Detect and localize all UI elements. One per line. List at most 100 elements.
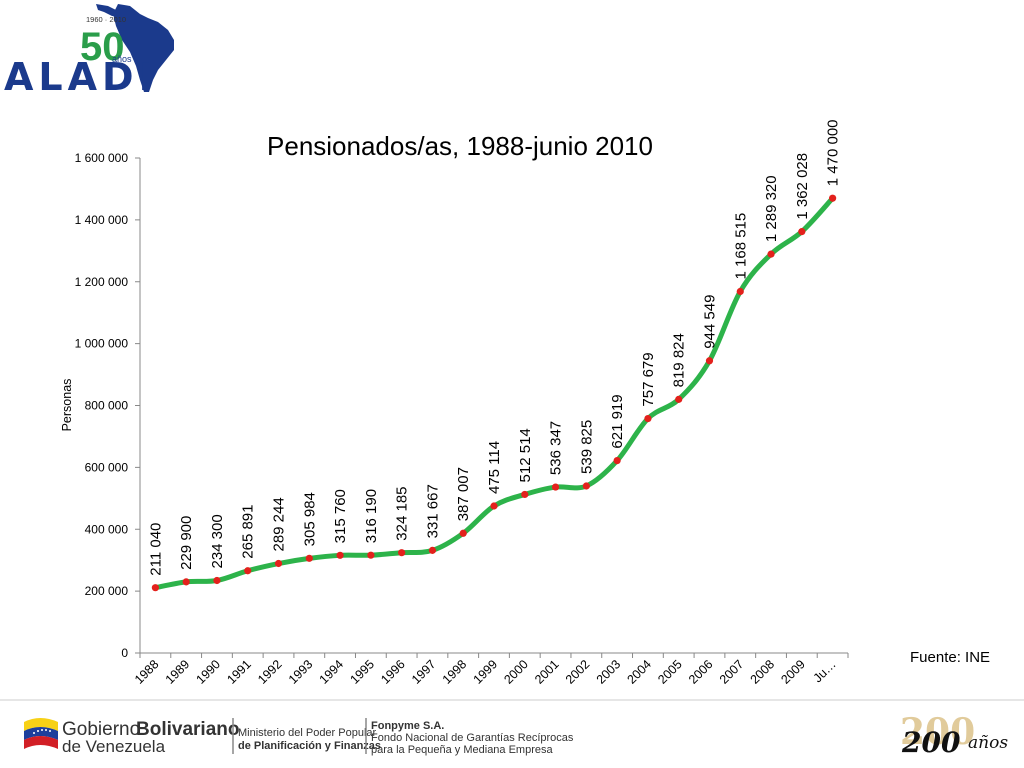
data-label: 315 760 (332, 489, 349, 543)
x-tick-label: 2007 (717, 657, 747, 687)
x-tick-label: 1988 (132, 657, 162, 687)
x-tick-label: 2001 (532, 657, 562, 687)
data-point-marker (613, 456, 621, 465)
x-axis: 1988 1989 1990 1991 1992 1993 1994 1995 1996 1997… (132, 652, 849, 687)
data-label: 757 679 (640, 352, 657, 406)
series-line (152, 195, 836, 591)
data-point-marker (244, 567, 252, 575)
data-label: 1 470 000 (825, 119, 842, 186)
bicentennial-number: 200 (900, 711, 975, 753)
venezuela-flag-icon (24, 718, 58, 749)
chart-title: Pensionados/as, 1988-junio 2010 (267, 131, 653, 161)
data-label: 265 891 (240, 505, 257, 559)
data-label: 316 190 (363, 489, 380, 543)
data-point-marker (490, 502, 498, 510)
y-axis: 0 200 000 400 000 600 000 800 000 1 000 000 1 … (75, 151, 141, 660)
source-note: Fuente: INE (910, 649, 990, 666)
data-label: 1 168 515 (732, 213, 749, 280)
y-tick-label: 1 400 000 (75, 213, 129, 227)
x-tick-label: 1999 (471, 657, 501, 687)
data-label: 536 347 (548, 421, 565, 475)
x-tick-label: 1992 (255, 657, 285, 687)
data-point-marker (182, 578, 190, 586)
data-point-marker (521, 490, 529, 499)
ministry-line2: de Planificación y Finanzas (238, 740, 381, 752)
data-point-marker (675, 395, 683, 403)
data-point-marker (336, 551, 344, 559)
data-point-marker (551, 483, 560, 491)
data-point-marker (459, 529, 467, 537)
fonpyme-line3: para la Pequeña y Mediana Empresa (371, 744, 553, 756)
ministry-line1: Ministerio del Poder Popular (238, 727, 377, 739)
x-tick-label: 2000 (501, 657, 531, 687)
data-label: 305 984 (301, 492, 318, 546)
central-america-map-icon (96, 4, 118, 16)
x-tick-label: 2005 (655, 657, 685, 687)
data-point-marker (274, 559, 283, 568)
y-tick-label: 800 000 (85, 399, 129, 413)
latin-america-map-icon (113, 4, 174, 92)
data-point-marker (213, 576, 221, 585)
fonpyme-line1: Fonpyme S.A. (371, 720, 444, 732)
data-label: 289 244 (271, 497, 288, 551)
y-tick-label: 600 000 (85, 460, 129, 474)
x-tick-label: 2008 (748, 657, 778, 687)
data-point-marker (367, 551, 375, 559)
data-point-marker (398, 549, 406, 557)
data-point-marker (767, 250, 775, 258)
x-tick-label: Ju… (811, 657, 839, 685)
ministry-text: Ministerio del Poder Popular de Planific… (238, 727, 381, 752)
data-point-marker (829, 194, 837, 202)
x-tick-label: 1993 (286, 657, 316, 687)
bicentennial-word: años (968, 733, 1008, 753)
x-tick-label: 2004 (624, 657, 654, 687)
y-tick-label: 1 200 000 (75, 275, 129, 289)
bicentennial-script: 200 (901, 726, 961, 759)
x-tick-label: 1990 (194, 657, 224, 687)
series-markers (151, 194, 837, 592)
y-tick-label: 0 (121, 646, 128, 660)
y-tick-label: 1 000 000 (75, 337, 129, 351)
data-label: 819 824 (671, 333, 688, 387)
x-tick-label: 2009 (778, 657, 808, 687)
data-label: 539 825 (578, 420, 595, 474)
x-tick-label: 1997 (409, 657, 439, 687)
data-point-marker (151, 584, 159, 592)
y-tick-label: 400 000 (85, 522, 129, 536)
x-tick-label: 1989 (163, 657, 193, 687)
data-labels: 211 040 229 900 234 300 265 891 289 244 305 9… (147, 119, 841, 575)
data-label: 1 362 028 (794, 153, 811, 220)
gov-line1-a: Gobierno (62, 719, 140, 740)
data-point-marker (305, 554, 313, 562)
fonpyme-text: Fonpyme S.A. Fondo Nacional de Garantías… (371, 720, 574, 756)
data-label: 324 185 (394, 486, 411, 540)
data-point-marker (644, 414, 652, 423)
data-point-marker (428, 546, 437, 554)
logo-years: 1960 · 2010 (86, 15, 126, 24)
x-tick-label: 1996 (378, 657, 408, 687)
logo-text: ALADI (4, 55, 158, 99)
data-label: 621 919 (609, 394, 626, 448)
data-point-marker (705, 357, 714, 365)
x-tick-label: 2006 (686, 657, 716, 687)
gov-line1-b: Bolivariano (136, 719, 239, 740)
fonpyme-line2: Fondo Nacional de Garantías Recíprocas (371, 732, 574, 744)
data-label: 229 900 (178, 516, 195, 570)
x-tick-label: 2003 (594, 657, 624, 687)
data-point-marker (736, 287, 744, 296)
y-axis-label: Personas (60, 379, 74, 432)
data-point-marker (582, 482, 590, 490)
data-label: 234 300 (209, 514, 226, 568)
gobierno-bolivariano-logo: Gobierno Bolivariano de Venezuela (24, 718, 239, 756)
x-tick-label: 1994 (317, 657, 347, 687)
x-tick-label: 1995 (347, 657, 377, 687)
x-tick-label: 1998 (440, 657, 470, 687)
data-label: 1 289 320 (763, 175, 780, 242)
data-label: 387 007 (455, 467, 472, 521)
data-point-marker (798, 228, 806, 236)
y-tick-label: 1 600 000 (75, 151, 129, 165)
bicentennial-logo: 200 200 años (900, 711, 1008, 759)
data-label: 331 667 (424, 484, 441, 538)
x-tick-label: 1991 (224, 657, 254, 687)
